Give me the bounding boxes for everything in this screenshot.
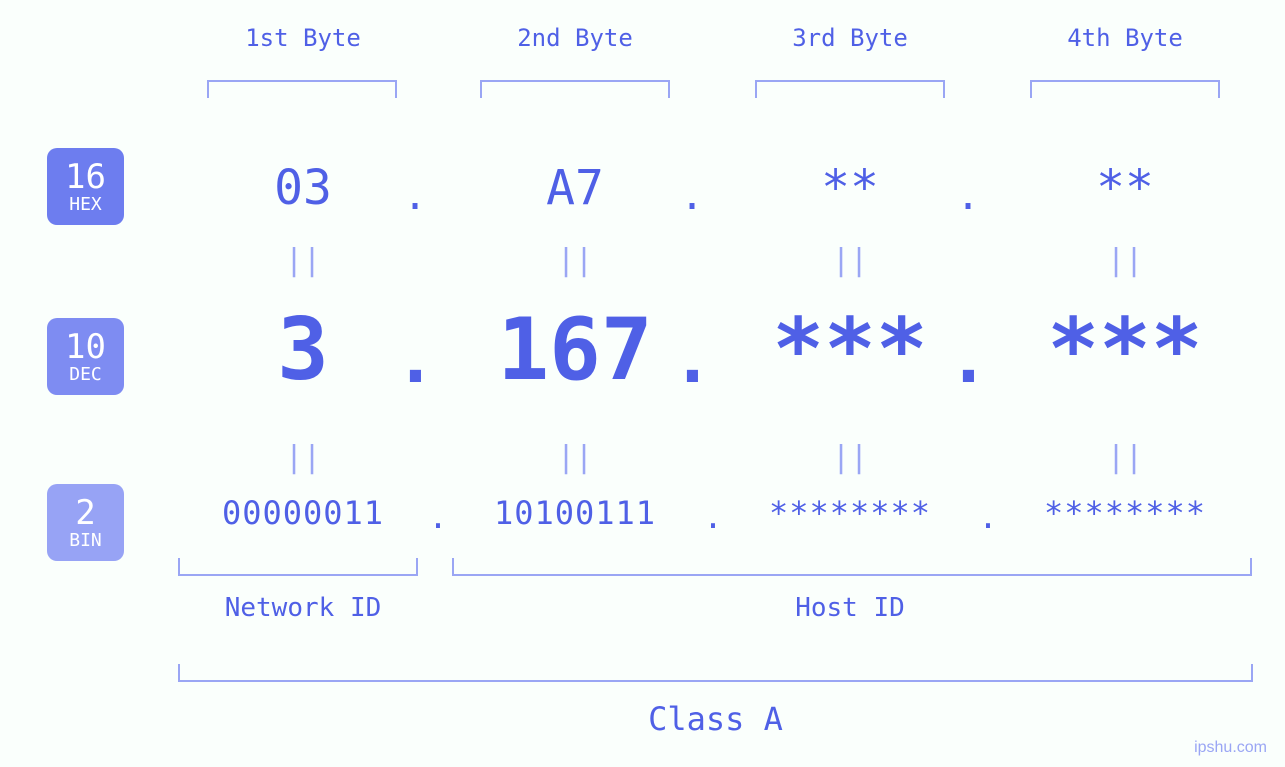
top-bracket-2 — [480, 80, 670, 98]
bin-byte-2: 10100111 — [445, 494, 705, 532]
badge-bin-num: 2 — [75, 496, 95, 530]
hex-byte-4: ** — [1020, 160, 1230, 216]
bracket-network — [178, 558, 418, 576]
top-bracket-3 — [755, 80, 945, 98]
hex-byte-1: 03 — [198, 160, 408, 216]
bin-byte-4: ******** — [995, 494, 1255, 532]
dec-byte-1: 3 — [198, 300, 408, 400]
badge-dec: 10 DEC — [47, 318, 124, 395]
eq-icon: || — [470, 243, 680, 278]
label-network-id: Network ID — [198, 593, 408, 623]
badge-hex-num: 16 — [65, 160, 106, 194]
badge-hex: 16 HEX — [47, 148, 124, 225]
eq-icon: || — [470, 440, 680, 475]
label-class: Class A — [178, 700, 1253, 738]
badge-dec-num: 10 — [65, 330, 106, 364]
dot-hex: . — [400, 173, 430, 219]
watermark: ipshu.com — [1194, 739, 1267, 757]
badge-bin: 2 BIN — [47, 484, 124, 561]
dec-byte-2: 167 — [470, 300, 680, 400]
top-bracket-4 — [1030, 80, 1220, 98]
byte-header-1: 1st Byte — [198, 24, 408, 52]
dec-byte-3: *** — [745, 300, 955, 400]
eq-icon: || — [745, 440, 955, 475]
dot-hex: . — [953, 173, 983, 219]
dot-dec: . — [672, 320, 702, 399]
top-bracket-1 — [207, 80, 397, 98]
dot-bin: . — [698, 498, 728, 536]
bin-byte-3: ******** — [720, 494, 980, 532]
label-host-id: Host ID — [470, 593, 1230, 623]
badge-hex-lbl: HEX — [69, 196, 102, 214]
badge-dec-lbl: DEC — [69, 366, 102, 384]
hex-byte-2: A7 — [470, 160, 680, 216]
eq-icon: || — [1020, 243, 1230, 278]
eq-icon: || — [1020, 440, 1230, 475]
byte-header-4: 4th Byte — [1020, 24, 1230, 52]
bracket-class — [178, 664, 1253, 682]
dot-bin: . — [973, 498, 1003, 536]
byte-header-3: 3rd Byte — [745, 24, 955, 52]
eq-icon: || — [745, 243, 955, 278]
badge-bin-lbl: BIN — [69, 532, 102, 550]
eq-icon: || — [198, 243, 408, 278]
dot-dec: . — [948, 320, 978, 399]
dot-dec: . — [395, 320, 425, 399]
bracket-host — [452, 558, 1252, 576]
dot-bin: . — [423, 498, 453, 536]
dec-byte-4: *** — [1020, 300, 1230, 400]
dot-hex: . — [677, 173, 707, 219]
byte-header-2: 2nd Byte — [470, 24, 680, 52]
eq-icon: || — [198, 440, 408, 475]
bin-byte-1: 00000011 — [173, 494, 433, 532]
hex-byte-3: ** — [745, 160, 955, 216]
